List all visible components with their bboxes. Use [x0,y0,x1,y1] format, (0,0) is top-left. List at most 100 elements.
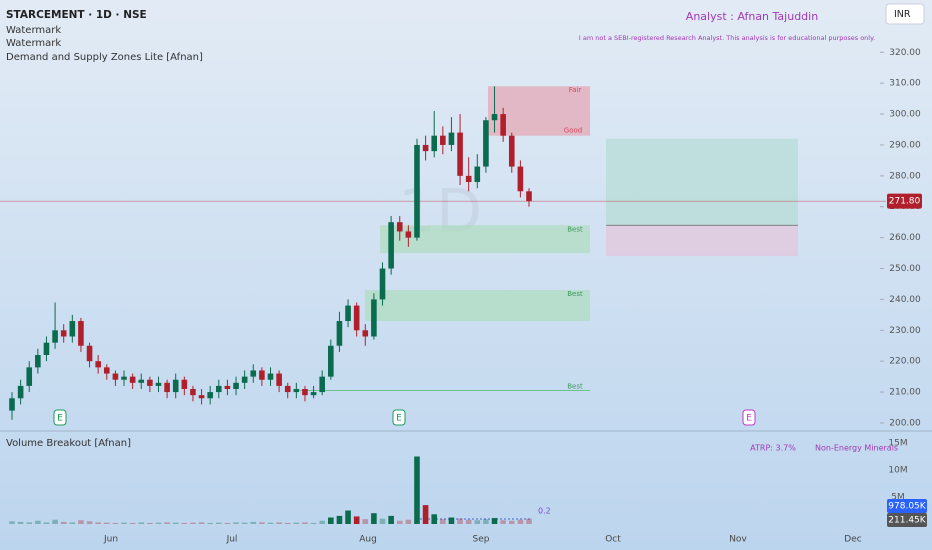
candle-body [86,345,93,362]
volume-tick-label: 15M [888,439,907,449]
candle-body [129,376,136,383]
candle-body [121,376,127,380]
y-tick-label: 260.00 [889,233,921,243]
candle-body [345,305,351,322]
candle-body [43,342,50,356]
sector: Non-Energy Minerals [815,444,898,453]
candle-body [508,135,515,167]
candle-body [69,321,76,337]
candle-body [138,379,145,383]
candle-body [371,299,377,337]
candle-body [181,379,188,389]
event-label[interactable]: E [57,414,63,424]
candle-body [60,330,67,337]
indicator-line: Demand and Supply Zones Lite [Afnan] [6,52,203,63]
volume-bar [328,517,334,524]
candle-body [233,382,239,389]
candle-body [293,388,300,393]
candle-body [241,376,248,383]
event-label[interactable]: E [746,414,752,424]
x-tick-label: Dec [844,535,861,545]
candle-body [362,330,369,337]
zone-label: Best [567,383,583,391]
x-tick-label: Nov [729,535,747,545]
candle-body [190,388,196,396]
volume-bar [129,522,136,524]
volume-bar [319,520,325,524]
atrp: ATRP: 3.7% [750,444,796,453]
volume-bar [198,522,205,524]
y-tick-label: 210.00 [889,388,921,398]
volume-bar [17,521,24,524]
volume-bar [224,522,231,524]
volume-bar [457,518,463,524]
volume-bar [310,522,317,524]
event-label[interactable]: E [396,414,402,424]
volume-bar [336,515,343,524]
volume-bar [155,522,162,524]
zone-label: Best [567,290,583,298]
event-marker [392,409,406,426]
volume-bar [302,522,308,524]
volume-bar [440,519,446,524]
candle-body [17,385,24,399]
threshold-label: 0.2 [538,507,551,516]
candle-body [267,373,274,380]
candle-body [457,132,463,176]
indicator-line: Watermark [6,38,61,49]
volume-bar [448,517,455,524]
candle-body [95,361,101,368]
volume-bar [207,522,213,524]
candle-body [422,144,429,152]
candle-body [328,345,334,377]
volume-title: Volume Breakout [Afnan] [6,438,131,449]
candle-body [517,166,524,192]
volume-bar [164,522,170,524]
volume-bar [345,510,351,524]
candle-body [405,231,412,238]
zone-label: Best [567,225,583,233]
volume-bar [371,513,377,524]
indicator-line: Watermark [6,25,61,36]
volume-bar [60,521,67,524]
volume-bar [483,519,489,524]
volume-bar [388,515,394,524]
volume-bar [241,522,248,524]
candle-body [396,222,403,232]
x-tick-label: Jul [226,535,238,545]
y-tick-label: 200.00 [889,418,921,428]
y-tick-label: 240.00 [889,295,921,305]
volume-bar [121,522,127,524]
y-tick-label: 320.00 [889,48,921,58]
volume-bar [69,522,76,524]
candle-body [155,382,162,386]
candle-body [440,135,446,145]
candle-body [172,379,179,393]
symbol: STARCEMENT · 1D · NSE [6,9,147,21]
volume-bar [52,519,58,524]
volume-bar [500,520,506,524]
candle-body [448,132,455,145]
candle-body [319,376,325,393]
candle-body [198,395,205,399]
x-tick-label: Aug [359,535,377,545]
candle-body [379,268,386,300]
event-marker [53,409,67,426]
disclaimer: I am not a SEBI-registered Research Anal… [579,34,875,42]
volume-bar [526,518,532,524]
volume-bar [465,519,472,524]
volume-bar [276,522,282,524]
volume-bar [181,522,188,524]
volume-bar [172,522,179,524]
candle-body [500,114,506,136]
currency-button[interactable] [885,3,925,25]
candle-body [414,144,420,238]
volume-bar [259,522,265,524]
volume-bar [250,521,257,524]
candle-body [207,392,213,399]
currency[interactable]: INR [894,9,911,20]
volume-bar [35,520,41,524]
volume-bar [233,522,239,524]
